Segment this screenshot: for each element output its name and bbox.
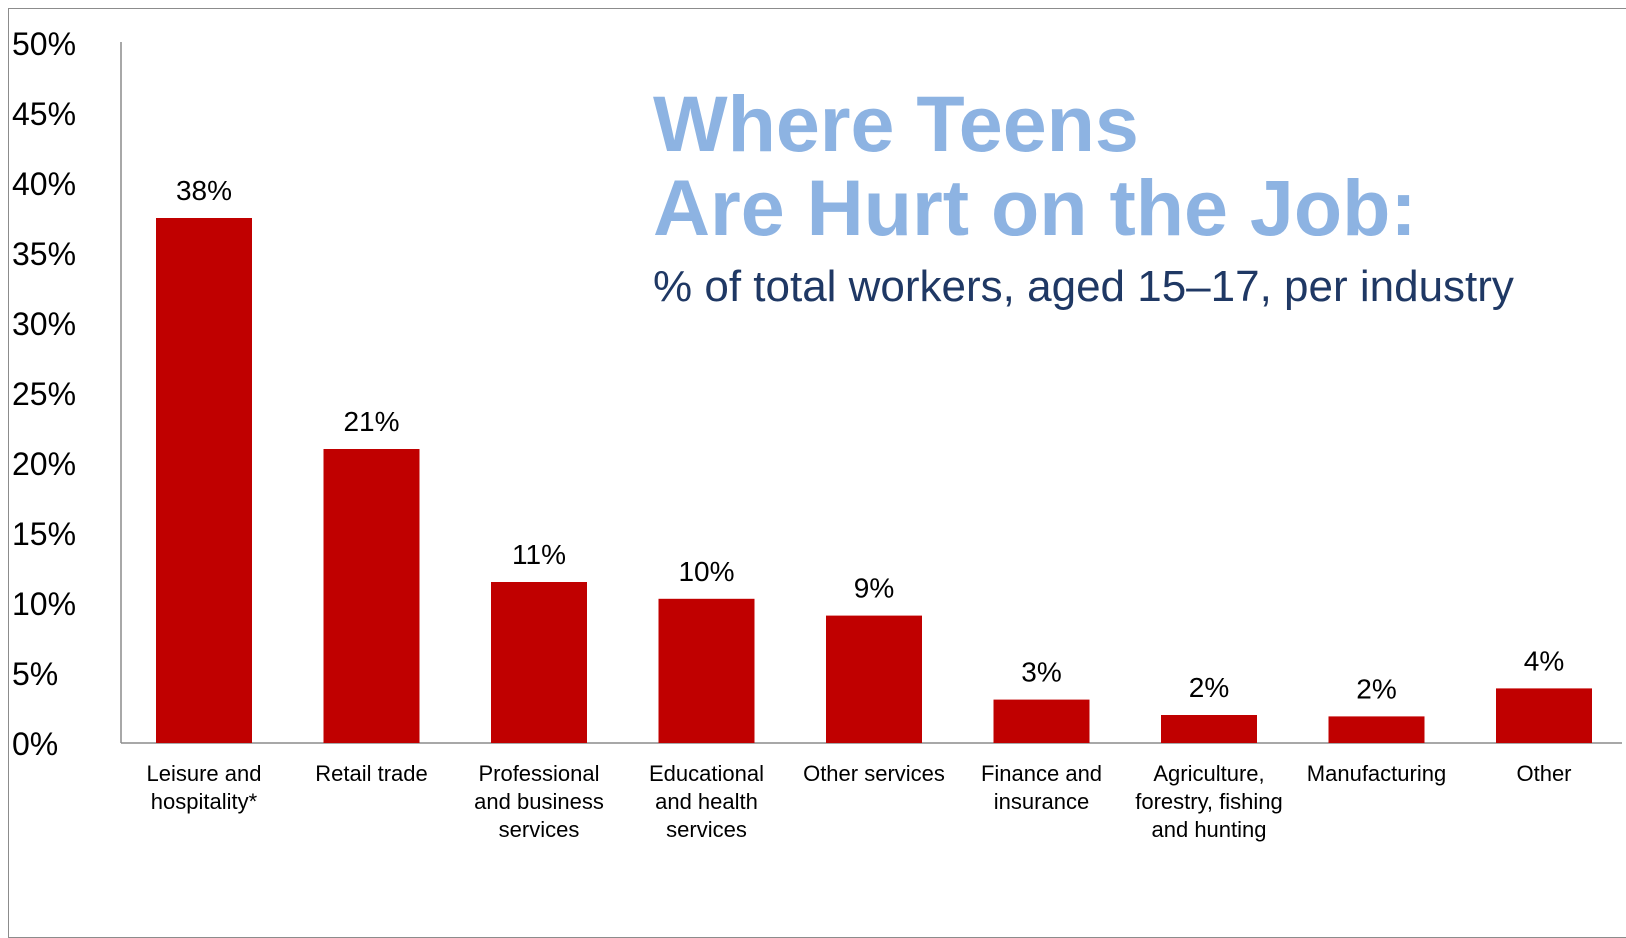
data-label: 11% — [512, 539, 566, 570]
bar — [826, 615, 922, 743]
y-tick-label: 20% — [12, 446, 76, 482]
data-label: 3% — [1021, 657, 1061, 688]
x-tick-label: Manufacturing — [1306, 761, 1447, 786]
y-tick-label: 50% — [12, 26, 76, 62]
y-tick-label: 45% — [12, 96, 76, 132]
bar — [1496, 688, 1592, 743]
x-tick-label: Finance and insurance — [980, 761, 1103, 814]
bar — [1161, 715, 1257, 743]
x-tick-label: Other — [1516, 761, 1572, 786]
x-tick-label: Retail trade — [315, 761, 428, 786]
x-tick-label: Other services — [803, 761, 945, 786]
bar — [323, 449, 420, 743]
bar — [156, 218, 252, 743]
y-tick-label: 0% — [12, 726, 58, 762]
y-tick-label: 15% — [12, 516, 76, 552]
data-label: 4% — [1524, 645, 1564, 676]
data-label: 38% — [176, 175, 232, 206]
y-tick-label: 5% — [12, 656, 58, 692]
x-tick-label: Agriculture, forestry, fishing and hunti… — [1135, 761, 1283, 842]
y-tick-label: 40% — [12, 166, 76, 202]
y-tick-label: 30% — [12, 306, 76, 342]
data-label: 2% — [1189, 672, 1229, 703]
chart-subtitle: % of total workers, aged 15–17, per indu… — [653, 262, 1514, 311]
bar — [491, 582, 587, 743]
x-tick-label: Educational and health services — [649, 761, 764, 842]
data-label: 2% — [1356, 673, 1396, 704]
y-tick-label: 10% — [12, 586, 76, 622]
x-tick-label: Professional and business services — [474, 761, 604, 842]
data-label: 9% — [854, 573, 894, 604]
bar — [1328, 716, 1425, 743]
bar — [993, 699, 1090, 743]
chart-title: Where Teens Are Hurt on the Job: — [653, 79, 1417, 252]
y-tick-label: 35% — [12, 236, 76, 272]
data-label: 21% — [343, 406, 399, 437]
x-tick-label: Leisure and hospitality* — [146, 761, 262, 814]
bar — [658, 598, 755, 743]
data-label: 10% — [678, 556, 734, 587]
y-tick-label: 25% — [12, 376, 76, 412]
